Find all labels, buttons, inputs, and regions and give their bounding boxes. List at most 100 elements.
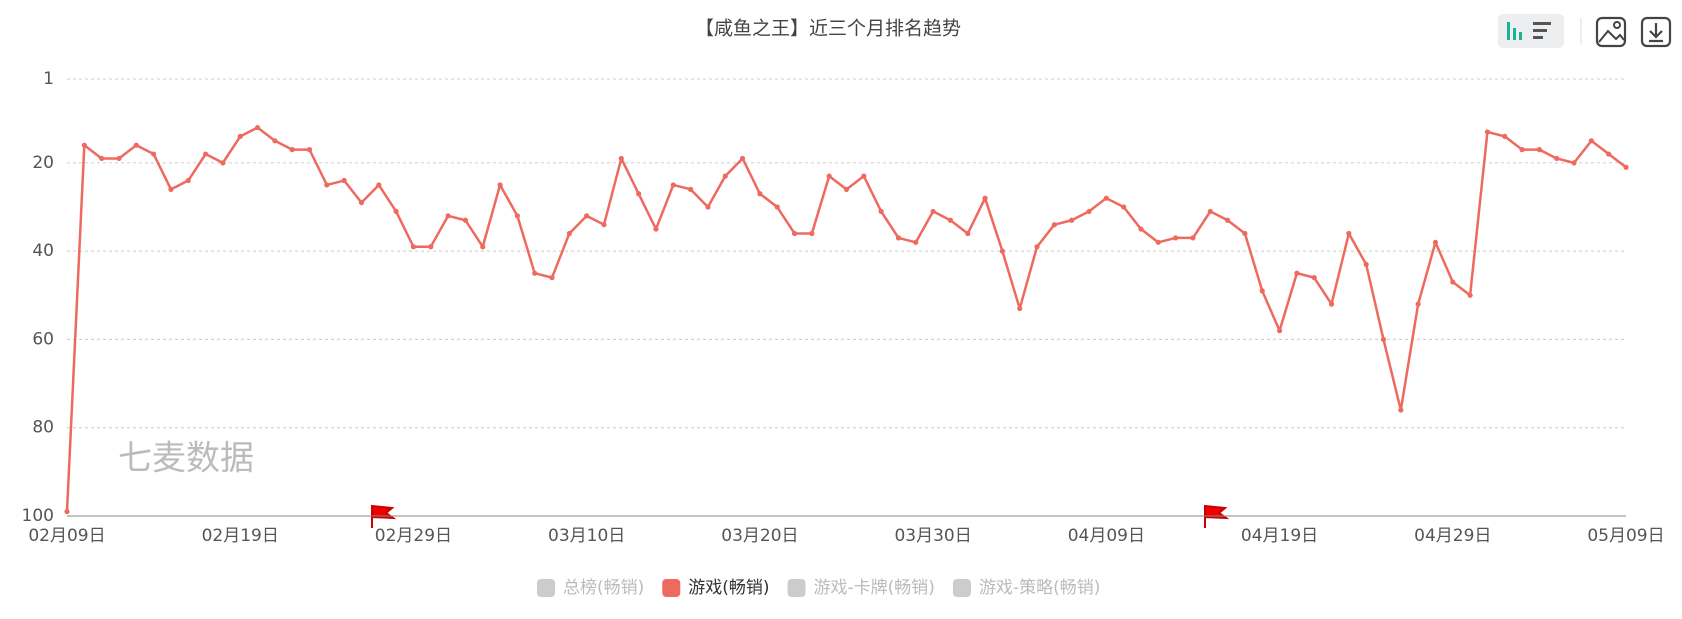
toolbar bbox=[1498, 14, 1672, 48]
data-point bbox=[393, 208, 399, 215]
data-point bbox=[861, 173, 867, 179]
legend-label: 游戏-卡牌(畅销) bbox=[814, 578, 935, 598]
chart-title: 【咸鱼之王】近三个月排名趋势 bbox=[695, 18, 961, 40]
icon-bar bbox=[1513, 28, 1516, 40]
icon-bar bbox=[1519, 32, 1522, 40]
data-point bbox=[1328, 301, 1335, 307]
data-point bbox=[1311, 275, 1317, 281]
icon-frame bbox=[1640, 16, 1672, 48]
event-flag[interactable] bbox=[371, 504, 397, 528]
data-point bbox=[1034, 244, 1040, 250]
data-point bbox=[64, 508, 70, 515]
data-point bbox=[1432, 239, 1439, 245]
data-point bbox=[254, 124, 261, 131]
data-point bbox=[1571, 160, 1577, 166]
data-point bbox=[116, 155, 122, 162]
data-point bbox=[999, 248, 1006, 254]
data-point bbox=[1502, 133, 1508, 139]
data-point bbox=[1519, 147, 1525, 153]
legend-item[interactable]: 游戏-卡牌(畅销) bbox=[787, 578, 935, 598]
data-point bbox=[480, 244, 486, 250]
watermark: 七麦数据 bbox=[118, 439, 254, 479]
data-point bbox=[410, 244, 417, 250]
data-point bbox=[1259, 288, 1265, 294]
data-point bbox=[913, 239, 919, 245]
data-point bbox=[618, 155, 624, 162]
data-point bbox=[688, 186, 694, 192]
data-point bbox=[81, 142, 87, 148]
data-point bbox=[1242, 230, 1248, 237]
icon-bar bbox=[1533, 29, 1547, 32]
x-tick-label: 03月20日 bbox=[721, 526, 798, 546]
icon-arrow bbox=[1649, 23, 1663, 43]
data-point bbox=[1190, 235, 1196, 241]
download-button[interactable] bbox=[1640, 16, 1672, 48]
x-tick-label: 05月09日 bbox=[1587, 526, 1664, 546]
data-point bbox=[982, 195, 988, 201]
data-point bbox=[1017, 305, 1023, 312]
legend-swatch bbox=[787, 579, 806, 597]
data-point bbox=[705, 204, 711, 210]
data-point bbox=[601, 222, 607, 228]
data-point bbox=[549, 275, 555, 281]
x-tick-label: 02月19日 bbox=[202, 526, 279, 546]
data-point bbox=[739, 155, 746, 162]
series-line bbox=[65, 126, 1627, 512]
data-point bbox=[306, 147, 313, 153]
x-tick-label: 03月10日 bbox=[548, 526, 625, 546]
data-point bbox=[1380, 336, 1387, 343]
data-point bbox=[376, 182, 382, 188]
icon-mountain bbox=[1598, 29, 1625, 43]
data-point bbox=[1155, 239, 1161, 245]
data-point bbox=[1294, 270, 1300, 276]
data-point bbox=[341, 177, 347, 184]
icon-frame bbox=[1595, 16, 1627, 48]
legend-label: 总榜(畅销) bbox=[563, 578, 644, 598]
data-point bbox=[757, 191, 763, 197]
data-point bbox=[1173, 235, 1179, 241]
data-point bbox=[1103, 195, 1109, 201]
y-tick-label: 80 bbox=[32, 418, 54, 438]
data-point bbox=[930, 208, 936, 215]
data-point bbox=[220, 160, 226, 166]
data-point bbox=[1536, 147, 1542, 153]
legend-item[interactable]: 总榜(畅销) bbox=[537, 578, 644, 598]
legend-swatch bbox=[662, 579, 681, 597]
data-point bbox=[791, 230, 798, 237]
data-point bbox=[185, 177, 191, 184]
data-point bbox=[1363, 261, 1369, 267]
legend-item[interactable]: 游戏(畅销) bbox=[662, 578, 770, 598]
data-point bbox=[1346, 230, 1352, 237]
data-point bbox=[1224, 217, 1231, 223]
data-point bbox=[584, 213, 590, 219]
data-point bbox=[358, 199, 365, 206]
data-point bbox=[1069, 217, 1075, 223]
icon-sun bbox=[1613, 21, 1621, 29]
y-tick-label: 60 bbox=[32, 329, 54, 349]
data-point bbox=[895, 235, 902, 241]
event-flag[interactable] bbox=[1204, 504, 1230, 528]
save-image-button[interactable] bbox=[1595, 16, 1627, 48]
data-point bbox=[965, 230, 971, 237]
data-point bbox=[1415, 301, 1421, 307]
data-point bbox=[462, 217, 469, 223]
icon-bar bbox=[1507, 22, 1510, 40]
x-tick-label: 04月09日 bbox=[1068, 526, 1145, 546]
legend-swatch bbox=[952, 579, 971, 597]
x-tick-label: 03月30日 bbox=[894, 526, 971, 546]
legend-item[interactable]: 游戏-策略(畅销) bbox=[952, 578, 1100, 598]
data-point bbox=[1086, 208, 1092, 215]
x-tick-label: 04月19日 bbox=[1241, 526, 1318, 546]
y-tick-label: 20 bbox=[32, 153, 54, 173]
data-point bbox=[289, 147, 295, 153]
data-point bbox=[670, 182, 676, 188]
data-point bbox=[514, 213, 520, 219]
data-point bbox=[1138, 226, 1144, 232]
data-point bbox=[1207, 208, 1213, 215]
legend-label: 游戏(畅销) bbox=[688, 578, 769, 598]
data-point bbox=[653, 226, 659, 232]
data-point bbox=[272, 138, 278, 144]
icon-bar bbox=[1533, 36, 1543, 39]
